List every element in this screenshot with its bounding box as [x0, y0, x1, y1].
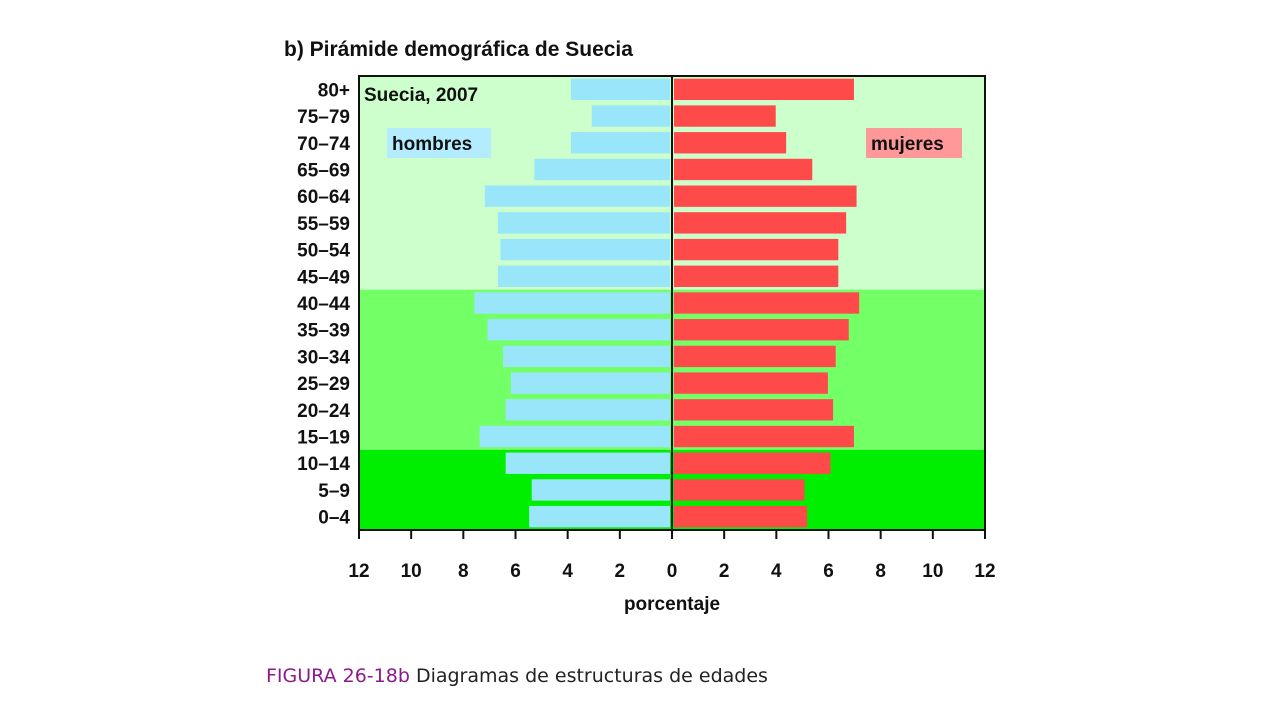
- figure-label: FIGURA 26-18b: [266, 665, 410, 687]
- bar-mujeres-7: [674, 265, 839, 287]
- x-tick-label-7: 2: [719, 561, 730, 582]
- caption-text: Diagramas de estructuras de edades: [409, 665, 768, 687]
- bar-hombres-0: [570, 78, 670, 101]
- age-label-1: 75–79: [297, 107, 350, 128]
- bar-mujeres-10: [674, 345, 836, 368]
- bar-mujeres-13: [674, 425, 854, 448]
- x-tick-label-2: 8: [458, 561, 469, 582]
- bar-mujeres-0: [674, 78, 854, 101]
- bar-hombres-1: [591, 105, 670, 127]
- bar-hombres-12: [505, 399, 670, 421]
- bar-hombres-9: [487, 319, 670, 341]
- bar-hombres-2: [570, 132, 670, 154]
- bar-mujeres-14: [674, 452, 831, 474]
- age-label-10: 30–34: [297, 347, 350, 368]
- bar-mujeres-2: [674, 132, 787, 154]
- age-label-5: 55–59: [297, 214, 350, 235]
- x-axis-label: porcentaje: [624, 594, 720, 615]
- legend-mujeres-swatch: [866, 128, 962, 158]
- bar-mujeres-9: [674, 319, 849, 341]
- legend-hombres-swatch: [387, 128, 491, 158]
- bar-mujeres-11: [674, 372, 828, 394]
- bar-mujeres-6: [674, 238, 839, 261]
- age-label-3: 65–69: [297, 160, 350, 181]
- bar-mujeres-16: [674, 505, 808, 528]
- x-tick-label-12: 12: [974, 561, 995, 582]
- bar-hombres-11: [510, 372, 670, 394]
- age-label-14: 10–14: [297, 454, 350, 475]
- legend-mujeres-label: mujeres: [871, 134, 944, 155]
- bar-hombres-10: [503, 345, 670, 368]
- bar-hombres-15: [531, 479, 670, 501]
- bar-hombres-6: [500, 238, 670, 261]
- x-tick-label-4: 4: [562, 561, 573, 582]
- age-label-16: 0–4: [318, 508, 350, 529]
- bar-hombres-8: [474, 292, 670, 314]
- x-tick-label-1: 10: [401, 561, 422, 582]
- age-label-13: 15–19: [297, 428, 350, 449]
- x-tick-label-8: 4: [771, 561, 782, 582]
- x-tick-label-3: 6: [510, 561, 521, 582]
- legend-hombres-label: hombres: [392, 134, 472, 155]
- bar-mujeres-8: [674, 292, 860, 314]
- x-tick-label-9: 6: [823, 561, 834, 582]
- age-label-2: 70–74: [297, 134, 350, 155]
- x-tick-label-5: 2: [615, 561, 626, 582]
- subtitle-bg: [362, 80, 512, 106]
- bar-hombres-13: [479, 425, 670, 448]
- bar-mujeres-3: [674, 158, 813, 181]
- age-label-11: 25–29: [297, 374, 350, 395]
- bar-mujeres-15: [674, 479, 805, 501]
- bar-hombres-7: [497, 265, 670, 287]
- age-label-6: 50–54: [297, 241, 350, 262]
- bar-hombres-3: [534, 158, 670, 181]
- age-label-4: 60–64: [297, 187, 350, 208]
- bar-mujeres-1: [674, 105, 776, 127]
- chart-subtitle: Suecia, 2007: [364, 85, 478, 106]
- x-tick-label-6: 0: [667, 561, 678, 582]
- age-label-7: 45–49: [297, 267, 350, 288]
- bar-mujeres-5: [674, 212, 847, 234]
- age-label-9: 35–39: [297, 321, 350, 342]
- bar-hombres-16: [529, 505, 670, 528]
- figure-caption: FIGURA 26-18b Diagramas de estructuras d…: [266, 665, 768, 687]
- bar-hombres-5: [497, 212, 670, 234]
- bar-mujeres-12: [674, 399, 834, 421]
- age-label-8: 40–44: [297, 294, 350, 315]
- x-tick-label-11: 10: [922, 561, 943, 582]
- bar-mujeres-4: [674, 185, 857, 207]
- age-label-12: 20–24: [297, 401, 350, 422]
- age-label-0: 80+: [318, 80, 350, 101]
- x-tick-label-0: 12: [348, 561, 369, 582]
- bar-hombres-4: [484, 185, 670, 207]
- bar-hombres-14: [505, 452, 670, 474]
- chart-title: b) Pirámide demográfica de Suecia: [284, 38, 633, 61]
- x-tick-label-10: 8: [875, 561, 886, 582]
- age-label-15: 5–9: [318, 481, 350, 502]
